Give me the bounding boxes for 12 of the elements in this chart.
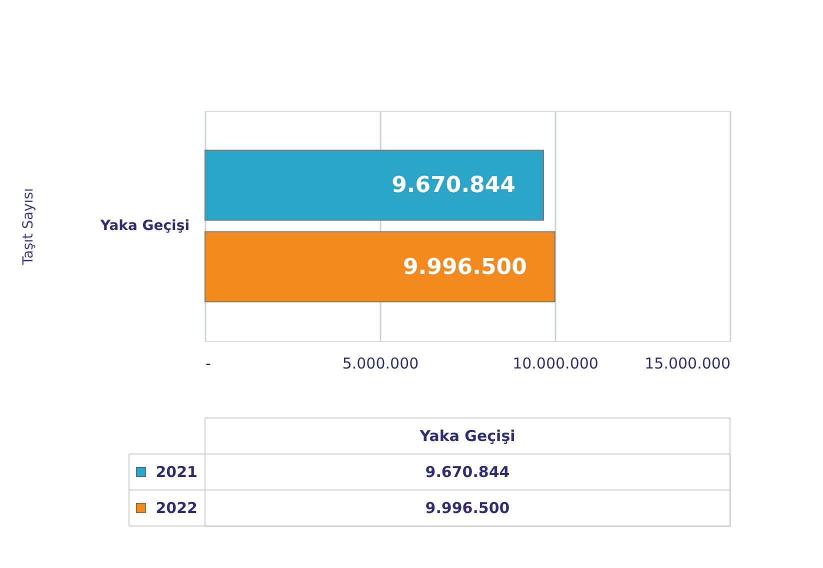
y-axis-title: Taşıt Sayısı <box>20 188 36 266</box>
category-label: Yaka Geçişi <box>420 427 516 445</box>
text: 9.670.844 <box>425 463 510 481</box>
data-label: 9.670.844 <box>392 173 516 198</box>
legend-label: 2022 <box>156 499 198 517</box>
text: 9.996.500 <box>425 499 510 517</box>
x-tick-label: - <box>206 354 211 372</box>
x-tick-label: 15.000.000 <box>644 354 730 372</box>
legend-label: 2021 <box>156 463 198 481</box>
x-tick-label: 5.000.000 <box>342 354 419 372</box>
x-tick-label: 10.000.000 <box>512 354 598 372</box>
data-label: 9.996.500 <box>403 254 527 280</box>
